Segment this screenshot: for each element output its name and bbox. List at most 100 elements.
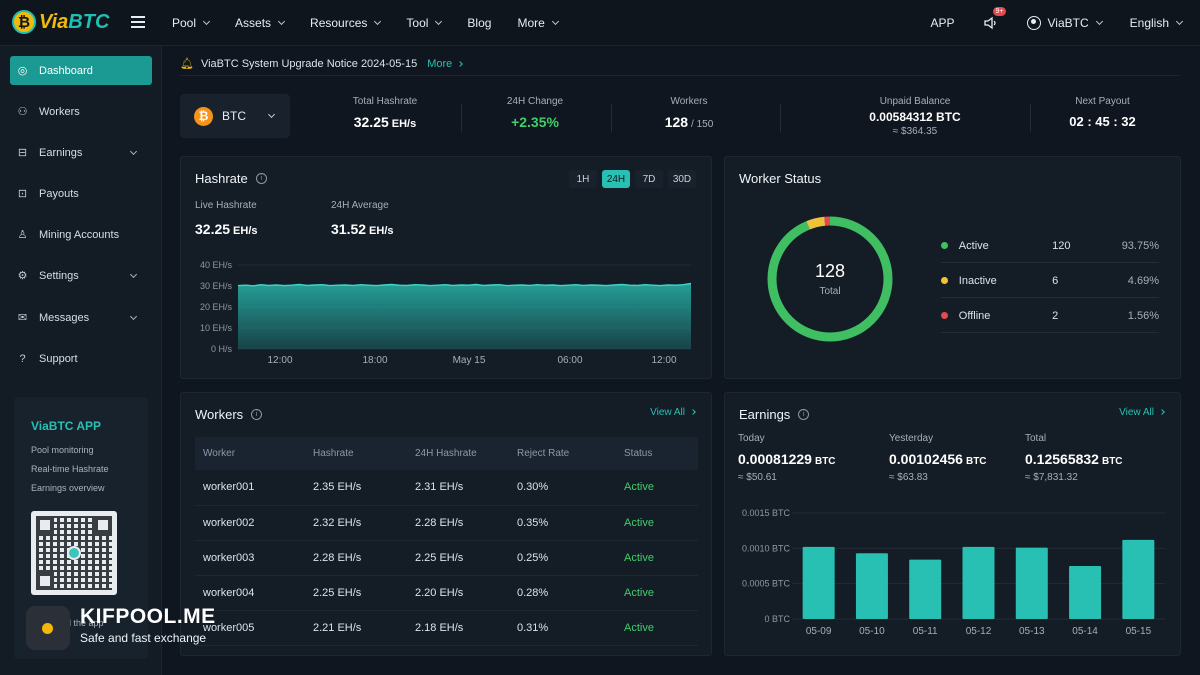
table-cell: 2.25 EH/s xyxy=(407,540,509,576)
table-cell: 2.25 EH/s xyxy=(305,575,407,611)
card-title: Hashrate i xyxy=(195,171,267,186)
x-tick-label: 06:00 xyxy=(557,355,582,366)
logo-coin-icon: ₿ xyxy=(12,10,36,34)
notice-more-link[interactable]: More xyxy=(427,58,464,70)
workers-view-all-link[interactable]: View All xyxy=(650,407,696,418)
language-label: English xyxy=(1129,16,1169,30)
sidebar-item-dashboard[interactable]: ◎ Dashboard xyxy=(10,56,152,85)
nav-item-assets[interactable]: Assets xyxy=(235,16,286,30)
viabtc-logo[interactable]: ₿ ViaBTC xyxy=(12,10,109,34)
mail-icon: ✉ xyxy=(17,312,28,324)
app-link[interactable]: APP xyxy=(930,16,955,30)
table-cell: 0.31% xyxy=(509,610,616,646)
column-header-worker[interactable]: Worker xyxy=(195,437,305,470)
earnings-view-all-link[interactable]: View All xyxy=(1119,407,1165,418)
info-icon[interactable]: i xyxy=(255,173,267,184)
bell-icon: 🔔︎ xyxy=(180,58,194,70)
sidebar-item-label: Earnings xyxy=(39,146,83,159)
chevron-down-icon xyxy=(129,312,138,321)
table-cell: 2.35 EH/s xyxy=(305,470,407,506)
status-dot-icon xyxy=(941,277,948,284)
summary-bar: ₿ BTC Total Hashrate 32.25 EH/s 24H Chang… xyxy=(180,92,1180,140)
sidebar-item-payouts[interactable]: ⊡ Payouts xyxy=(10,179,152,208)
earnings-bar-chart: 0 BTC 0.0005 BTC 0.0010 BTC 0.0015 BTC 05-09… xyxy=(742,508,1165,637)
table-row[interactable]: worker002 2.32 EH/s 2.28 EH/s 0.35% Active xyxy=(195,505,698,541)
range-tab-24h[interactable]: 24H xyxy=(602,170,630,188)
range-tab-30d[interactable]: 30D xyxy=(668,170,696,188)
earnings-value: 0.00102456 BTC xyxy=(889,451,987,467)
average-hashrate-value: 31.52 EH/s xyxy=(331,221,394,237)
info-icon[interactable]: i xyxy=(251,409,263,420)
worker-status-donut-chart xyxy=(767,216,893,342)
status-percent: 1.56% xyxy=(1127,309,1159,322)
stat-label: Next Payout xyxy=(1075,96,1130,107)
coin-select[interactable]: ₿ BTC xyxy=(180,94,290,138)
earnings-value: 0.00081229 BTC xyxy=(738,451,836,467)
sidebar-item-messages[interactable]: ✉ Messages xyxy=(10,303,152,332)
app-feature: Earnings overview xyxy=(31,483,105,493)
notification-button[interactable]: 9+ xyxy=(983,7,1007,31)
nav-item-blog[interactable]: Blog xyxy=(467,16,491,30)
x-tick-label: May 15 xyxy=(453,355,486,366)
table-cell: 2.31 EH/s xyxy=(407,470,509,506)
stat-value: +2.35% xyxy=(511,114,559,130)
system-notice: 🔔︎ ViaBTC System Upgrade Notice 2024-05-… xyxy=(180,56,1180,76)
nav-item-resources[interactable]: Resources xyxy=(310,16,382,30)
column-header-24h-hashrate[interactable]: 24H Hashrate xyxy=(407,437,509,470)
column-header-hashrate[interactable]: Hashrate xyxy=(305,437,407,470)
table-row[interactable]: worker003 2.28 EH/s 2.25 EH/s 0.25% Active xyxy=(195,540,698,576)
live-hashrate-label: Live Hashrate xyxy=(195,200,257,211)
sidebar-item-settings[interactable]: ⚙ Settings xyxy=(10,261,152,290)
chevron-down-icon xyxy=(435,17,443,26)
nav-item-tool[interactable]: Tool xyxy=(406,16,443,30)
y-tick-label: 0 BTC xyxy=(764,614,790,624)
info-icon[interactable]: i xyxy=(798,409,810,420)
qr-logo-icon xyxy=(67,546,81,560)
column-header-status[interactable]: Status xyxy=(616,437,698,470)
nav-item-label: Blog xyxy=(467,16,492,30)
column-header-reject-rate[interactable]: Reject Rate xyxy=(509,437,616,470)
chevron-down-icon xyxy=(278,17,286,26)
help-icon: ? xyxy=(19,352,26,365)
range-tab-7d[interactable]: 7D xyxy=(635,170,663,188)
notification-badge: 9+ xyxy=(992,7,1007,16)
x-tick-label: 05-11 xyxy=(913,626,938,637)
app-promo-title: ViaBTC APP xyxy=(31,419,102,433)
range-tab-1h[interactable]: 1H xyxy=(569,170,597,188)
sidebar-item-label: Messages xyxy=(39,311,90,324)
x-tick-label: 12:00 xyxy=(267,355,292,366)
nav-item-more[interactable]: More xyxy=(517,16,559,30)
sidebar-item-workers[interactable]: ⚇ Workers xyxy=(10,97,152,126)
sidebar-item-earnings[interactable]: ⊟ Earnings xyxy=(10,138,152,167)
menu-toggle-icon[interactable] xyxy=(131,16,145,28)
total-hashrate-stat: Total Hashrate 32.25 EH/s xyxy=(320,96,450,130)
y-tick-label: 40 EH/s xyxy=(200,260,233,270)
user-name: ViaBTC xyxy=(1047,16,1089,30)
nav-item-pool[interactable]: Pool xyxy=(172,16,211,30)
table-cell: 0.28% xyxy=(509,575,616,611)
nav-item-label: Assets xyxy=(235,16,272,30)
table-cell: 2.20 EH/s xyxy=(407,575,509,611)
table-cell: Active xyxy=(616,610,698,646)
btc-icon: ₿ xyxy=(194,106,213,126)
table-cell: 2.32 EH/s xyxy=(305,505,407,541)
x-tick-label: 12:00 xyxy=(651,355,676,366)
hashrate-card: Hashrate i 1H 24H 7D 30D Live Hashrate 32.25… xyxy=(180,156,712,379)
earnings-bar xyxy=(1122,539,1155,619)
kifpool-watermark: KIFPOOL.ME Safe and fast exchange xyxy=(26,604,236,652)
table-cell: worker004 xyxy=(195,575,305,611)
sidebar-item-support[interactable]: ? Support xyxy=(10,344,152,373)
earnings-bar xyxy=(802,546,835,619)
sidebar-item-mining-accounts[interactable]: ♙ Mining Accounts xyxy=(10,220,152,249)
user-menu[interactable]: ViaBTC xyxy=(1026,16,1103,30)
stat-sub-value: ≈ $364.35 xyxy=(892,126,938,137)
status-row-inactive: Inactive 6 4.69% xyxy=(941,264,1159,298)
table-row[interactable]: worker001 2.35 EH/s 2.31 EH/s 0.30% Active xyxy=(195,470,698,506)
language-select[interactable]: English xyxy=(1129,16,1184,30)
table-row[interactable]: worker004 2.25 EH/s 2.20 EH/s 0.28% Active xyxy=(195,575,698,611)
chevron-down-icon xyxy=(1095,17,1103,26)
table-cell: Active xyxy=(616,505,698,541)
y-tick-label: 20 EH/s xyxy=(200,302,233,312)
table-row[interactable]: worker005 2.21 EH/s 2.18 EH/s 0.31% Active xyxy=(195,610,698,646)
hashrate-chart: 0 H/s 10 EH/s 20 EH/s 30 EH/s 40 EH/s 12:00 18… xyxy=(200,260,692,366)
